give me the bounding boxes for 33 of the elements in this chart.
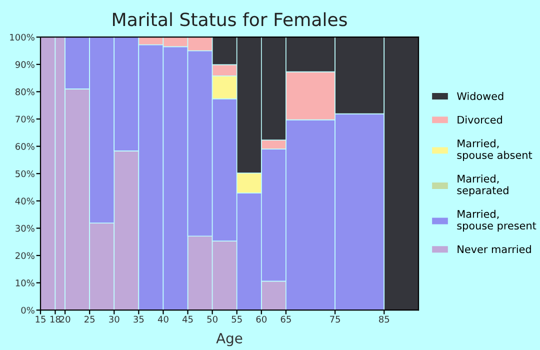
y-tick-label: 50%: [16, 170, 34, 178]
x-tick-label: 25: [84, 316, 95, 323]
x-tick-label: 75: [330, 316, 340, 323]
y-tick-label: 100%: [10, 34, 34, 41]
x-tick-label: 30: [109, 316, 120, 323]
x-tick-label: 45: [182, 316, 193, 323]
legend-label: Divorced: [458, 116, 502, 124]
y-tick-label: 70%: [16, 116, 34, 123]
x-axis-title: Age: [216, 333, 242, 346]
legend-label: Married, separated: [457, 174, 508, 196]
x-tick-label: 65: [280, 316, 291, 323]
legend-label: Never married: [458, 245, 531, 254]
y-tick-label: 40%: [15, 198, 34, 204]
x-tick-label: 60: [256, 316, 267, 323]
x-tick-label: 35: [134, 316, 144, 323]
y-tick-label: 80%: [15, 88, 34, 96]
legend-label: Married, spouse present: [457, 210, 536, 232]
y-tick-label: 60%: [16, 143, 34, 150]
y-tick-label: 30%: [16, 224, 34, 232]
y-tick-label: 10%: [16, 280, 34, 286]
x-tick-label: 20: [60, 316, 70, 323]
x-tick-label: 40: [158, 316, 168, 323]
legend-label: Married, spouse absent: [457, 139, 532, 161]
x-tick-label: 85: [379, 316, 390, 323]
x-tick-label: 55: [232, 316, 242, 323]
x-tick-label: 15: [36, 316, 46, 323]
y-tick-label: 20%: [16, 252, 34, 260]
x-tick-label: 18: [50, 316, 60, 323]
x-tick-label: 50: [207, 316, 218, 323]
legend-label: Widowed: [457, 92, 504, 100]
y-tick-label: 90%: [15, 61, 34, 68]
y-tick-label: 0%: [21, 306, 34, 314]
chart-title: Marital Status for Females: [113, 12, 347, 26]
